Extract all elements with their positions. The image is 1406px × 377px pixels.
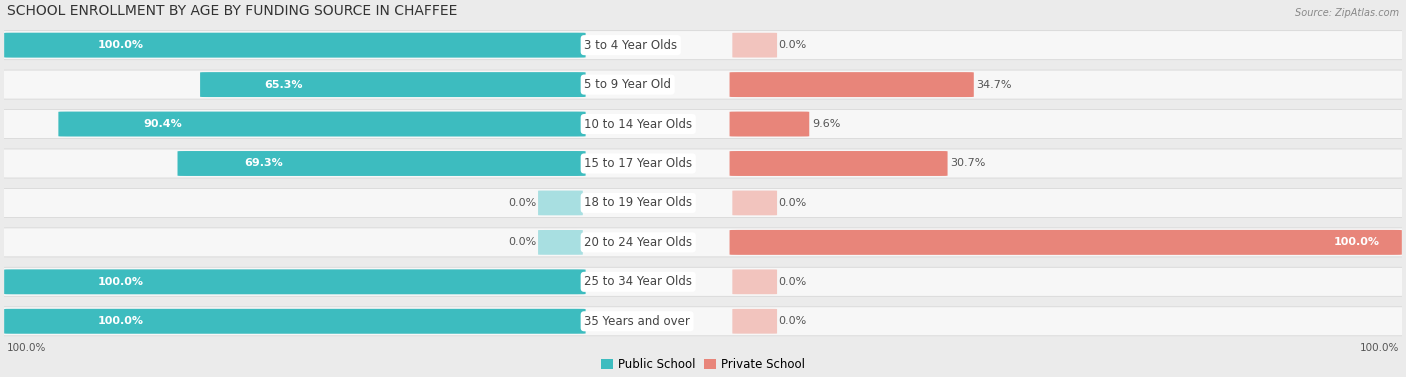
FancyBboxPatch shape xyxy=(0,31,1406,60)
Text: 34.7%: 34.7% xyxy=(977,80,1012,90)
Text: 0.0%: 0.0% xyxy=(509,198,537,208)
FancyBboxPatch shape xyxy=(0,267,1406,296)
Text: 18 to 19 Year Olds: 18 to 19 Year Olds xyxy=(585,196,692,210)
Text: 3 to 4 Year Olds: 3 to 4 Year Olds xyxy=(585,39,678,52)
FancyBboxPatch shape xyxy=(733,309,778,334)
Text: 30.7%: 30.7% xyxy=(950,158,986,169)
Text: SCHOOL ENROLLMENT BY AGE BY FUNDING SOURCE IN CHAFFEE: SCHOOL ENROLLMENT BY AGE BY FUNDING SOUR… xyxy=(7,3,457,18)
FancyBboxPatch shape xyxy=(0,149,1406,178)
FancyBboxPatch shape xyxy=(4,33,585,58)
Text: 0.0%: 0.0% xyxy=(779,277,807,287)
FancyBboxPatch shape xyxy=(733,33,778,58)
Legend: Public School, Private School: Public School, Private School xyxy=(596,354,810,376)
Text: 100.0%: 100.0% xyxy=(1333,238,1379,247)
FancyBboxPatch shape xyxy=(0,70,1406,99)
FancyBboxPatch shape xyxy=(0,307,1406,336)
Text: 100.0%: 100.0% xyxy=(97,277,143,287)
FancyBboxPatch shape xyxy=(0,110,1406,139)
FancyBboxPatch shape xyxy=(730,230,1402,255)
Text: 100.0%: 100.0% xyxy=(7,343,46,353)
FancyBboxPatch shape xyxy=(0,188,1406,218)
Text: 20 to 24 Year Olds: 20 to 24 Year Olds xyxy=(585,236,692,249)
FancyBboxPatch shape xyxy=(4,269,585,294)
FancyBboxPatch shape xyxy=(0,228,1406,257)
FancyBboxPatch shape xyxy=(730,112,810,136)
Text: 90.4%: 90.4% xyxy=(143,119,183,129)
Text: 0.0%: 0.0% xyxy=(779,198,807,208)
FancyBboxPatch shape xyxy=(177,151,585,176)
FancyBboxPatch shape xyxy=(59,112,585,136)
Text: 35 Years and over: 35 Years and over xyxy=(585,315,690,328)
Text: 0.0%: 0.0% xyxy=(779,40,807,50)
FancyBboxPatch shape xyxy=(730,151,948,176)
Text: 65.3%: 65.3% xyxy=(264,80,302,90)
Text: 69.3%: 69.3% xyxy=(245,158,284,169)
Text: 100.0%: 100.0% xyxy=(97,40,143,50)
Text: 25 to 34 Year Olds: 25 to 34 Year Olds xyxy=(585,275,692,288)
FancyBboxPatch shape xyxy=(4,309,585,334)
FancyBboxPatch shape xyxy=(538,230,583,255)
FancyBboxPatch shape xyxy=(733,270,778,294)
FancyBboxPatch shape xyxy=(200,72,585,97)
FancyBboxPatch shape xyxy=(733,190,778,215)
Text: 10 to 14 Year Olds: 10 to 14 Year Olds xyxy=(585,118,692,130)
Text: 0.0%: 0.0% xyxy=(509,238,537,247)
FancyBboxPatch shape xyxy=(730,72,974,97)
Text: 5 to 9 Year Old: 5 to 9 Year Old xyxy=(585,78,671,91)
Text: 9.6%: 9.6% xyxy=(813,119,841,129)
Text: 100.0%: 100.0% xyxy=(97,316,143,326)
Text: 15 to 17 Year Olds: 15 to 17 Year Olds xyxy=(585,157,692,170)
Text: 100.0%: 100.0% xyxy=(1360,343,1399,353)
FancyBboxPatch shape xyxy=(538,190,583,215)
Text: Source: ZipAtlas.com: Source: ZipAtlas.com xyxy=(1295,8,1399,18)
Text: 0.0%: 0.0% xyxy=(779,316,807,326)
